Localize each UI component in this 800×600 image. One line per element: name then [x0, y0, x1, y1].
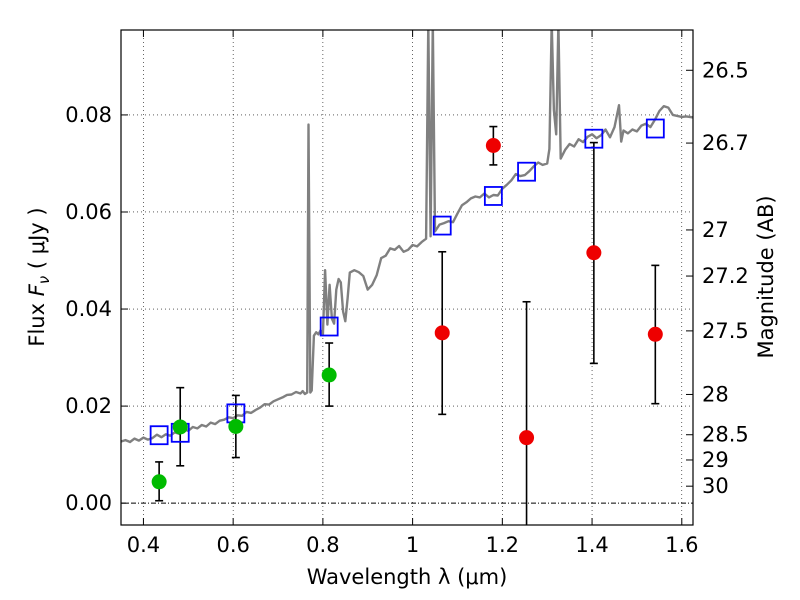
observed-point — [485, 138, 501, 153]
x-axis-ticks: 0.4 0.6 0.8 1 1.2 1.4 1.6 — [127, 30, 698, 557]
y-tick-label: 0.04 — [65, 297, 112, 321]
x-tick-label: 0.4 — [127, 533, 160, 557]
x-tick-label: 0.6 — [216, 533, 249, 557]
magnitude-tick-label: 27.2 — [702, 264, 749, 288]
x-tick-label: 1 — [406, 533, 419, 557]
magnitude-axis-label: Magnitude (AB) — [754, 195, 778, 358]
magnitude-tick-label: 28 — [702, 382, 729, 406]
x-tick-label: 0.8 — [306, 533, 339, 557]
x-axis-label: Wavelength λ (μm) — [307, 565, 508, 589]
plot-frame — [120, 29, 694, 526]
magnitude-tick-label: 26.5 — [702, 58, 749, 82]
model-photometry-square — [432, 215, 452, 236]
y-axis-ticks: 0.00 0.02 0.04 0.06 0.08 — [65, 103, 128, 515]
x-tick-label: 1.4 — [575, 533, 608, 557]
model-photometry-markers — [149, 118, 665, 446]
model-spectrum — [121, 30, 693, 444]
observed-point — [172, 419, 188, 435]
model-photometry-square — [319, 316, 339, 337]
model-photometry-square — [584, 128, 604, 149]
observed-point — [228, 418, 244, 434]
observed-point — [519, 430, 535, 446]
model-photometry-square — [149, 425, 169, 446]
observed-point — [321, 367, 337, 383]
magnitude-tick-label: 30 — [702, 474, 729, 498]
spectrum-line — [121, 30, 693, 444]
observed-point — [586, 245, 602, 261]
error-bars — [155, 125, 660, 525]
grid-lines — [121, 30, 693, 525]
model-photometry-square — [483, 186, 503, 206]
observed-point — [151, 474, 167, 490]
y-tick-label: 0.08 — [65, 103, 112, 127]
y-tick-label: 0.06 — [65, 200, 112, 224]
observed-point — [647, 326, 663, 342]
y-axis-label-prefix: Flux — [25, 296, 49, 346]
y-axis-label-subscript: ν — [35, 276, 53, 284]
y-tick-label: 0.00 — [65, 491, 112, 515]
y-axis-label-symbol: F — [25, 283, 49, 296]
y-tick-label: 0.02 — [65, 394, 112, 418]
x-tick-label: 1.2 — [486, 533, 519, 557]
magnitude-tick-label: 29 — [702, 448, 729, 472]
magnitude-tick-label: 27.5 — [702, 319, 749, 343]
magnitude-tick-label: 26.7 — [702, 131, 749, 155]
magnitude-tick-label: 28.5 — [702, 423, 749, 447]
magnitude-tick-label: 27 — [702, 218, 729, 242]
y-axis-label-suffix: ( μJy ) — [25, 207, 49, 275]
x-tick-label: 1.6 — [665, 533, 698, 557]
model-photometry-square — [517, 161, 536, 182]
y-axis-label: Flux Fν ( μJy ) — [25, 207, 53, 346]
model-photometry-square — [645, 118, 665, 139]
observed-point — [434, 325, 450, 341]
observed-markers — [151, 138, 663, 490]
